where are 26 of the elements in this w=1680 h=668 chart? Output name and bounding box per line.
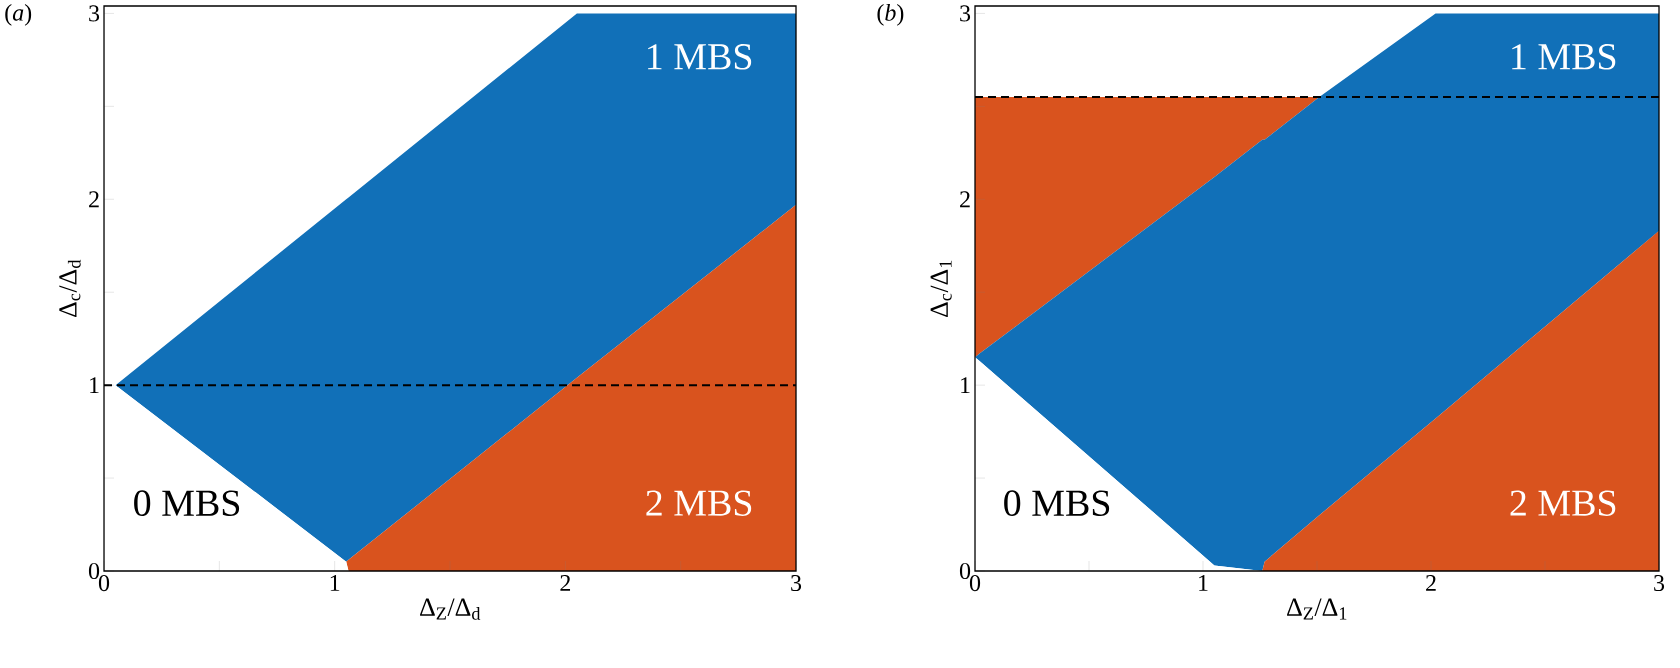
x-tick-label: 1 (330, 574, 340, 591)
y-tick-label: 0 (88, 562, 100, 580)
annotation: 1 MBS (648, 44, 752, 70)
x-axis-title: Δ$_{Z}$/Δ$_{1}$ (1287, 598, 1347, 620)
y-tick-label: 1 (90, 377, 99, 394)
x-tick-label: 1 (1199, 574, 1208, 591)
y-axis-title: Δ$_{c}$/Δ$_{1}$ (930, 260, 952, 317)
y-axis-title: Δ$_{c}$/Δ$_{d}$ (59, 259, 81, 317)
annotation: 1 MBS (1512, 44, 1616, 70)
x-axis-title: Δ$_{Z}$/Δ$_{d}$ (420, 598, 481, 620)
x-tick-label: 2 (560, 574, 571, 591)
annotation: 2 MBS (1510, 490, 1616, 516)
annotation: 2 MBS (646, 490, 752, 516)
x-tick-label: 3 (791, 574, 802, 592)
y-tick-label: 2 (89, 191, 99, 208)
chart-title: (b) (877, 3, 904, 26)
x-tick-label: 2 (1426, 574, 1436, 591)
annotation: 0 MBS (1004, 490, 1110, 517)
y-tick-label: 0 (959, 562, 971, 580)
y-tick-label: 3 (960, 5, 971, 22)
chart-title: (a) (5, 3, 32, 26)
y-tick-label: 3 (89, 5, 100, 22)
y-tick-label: 1 (961, 377, 970, 394)
x-tick-label: 3 (1654, 574, 1665, 592)
y-tick-label: 2 (960, 191, 970, 208)
annotation: 0 MBS (134, 490, 240, 517)
